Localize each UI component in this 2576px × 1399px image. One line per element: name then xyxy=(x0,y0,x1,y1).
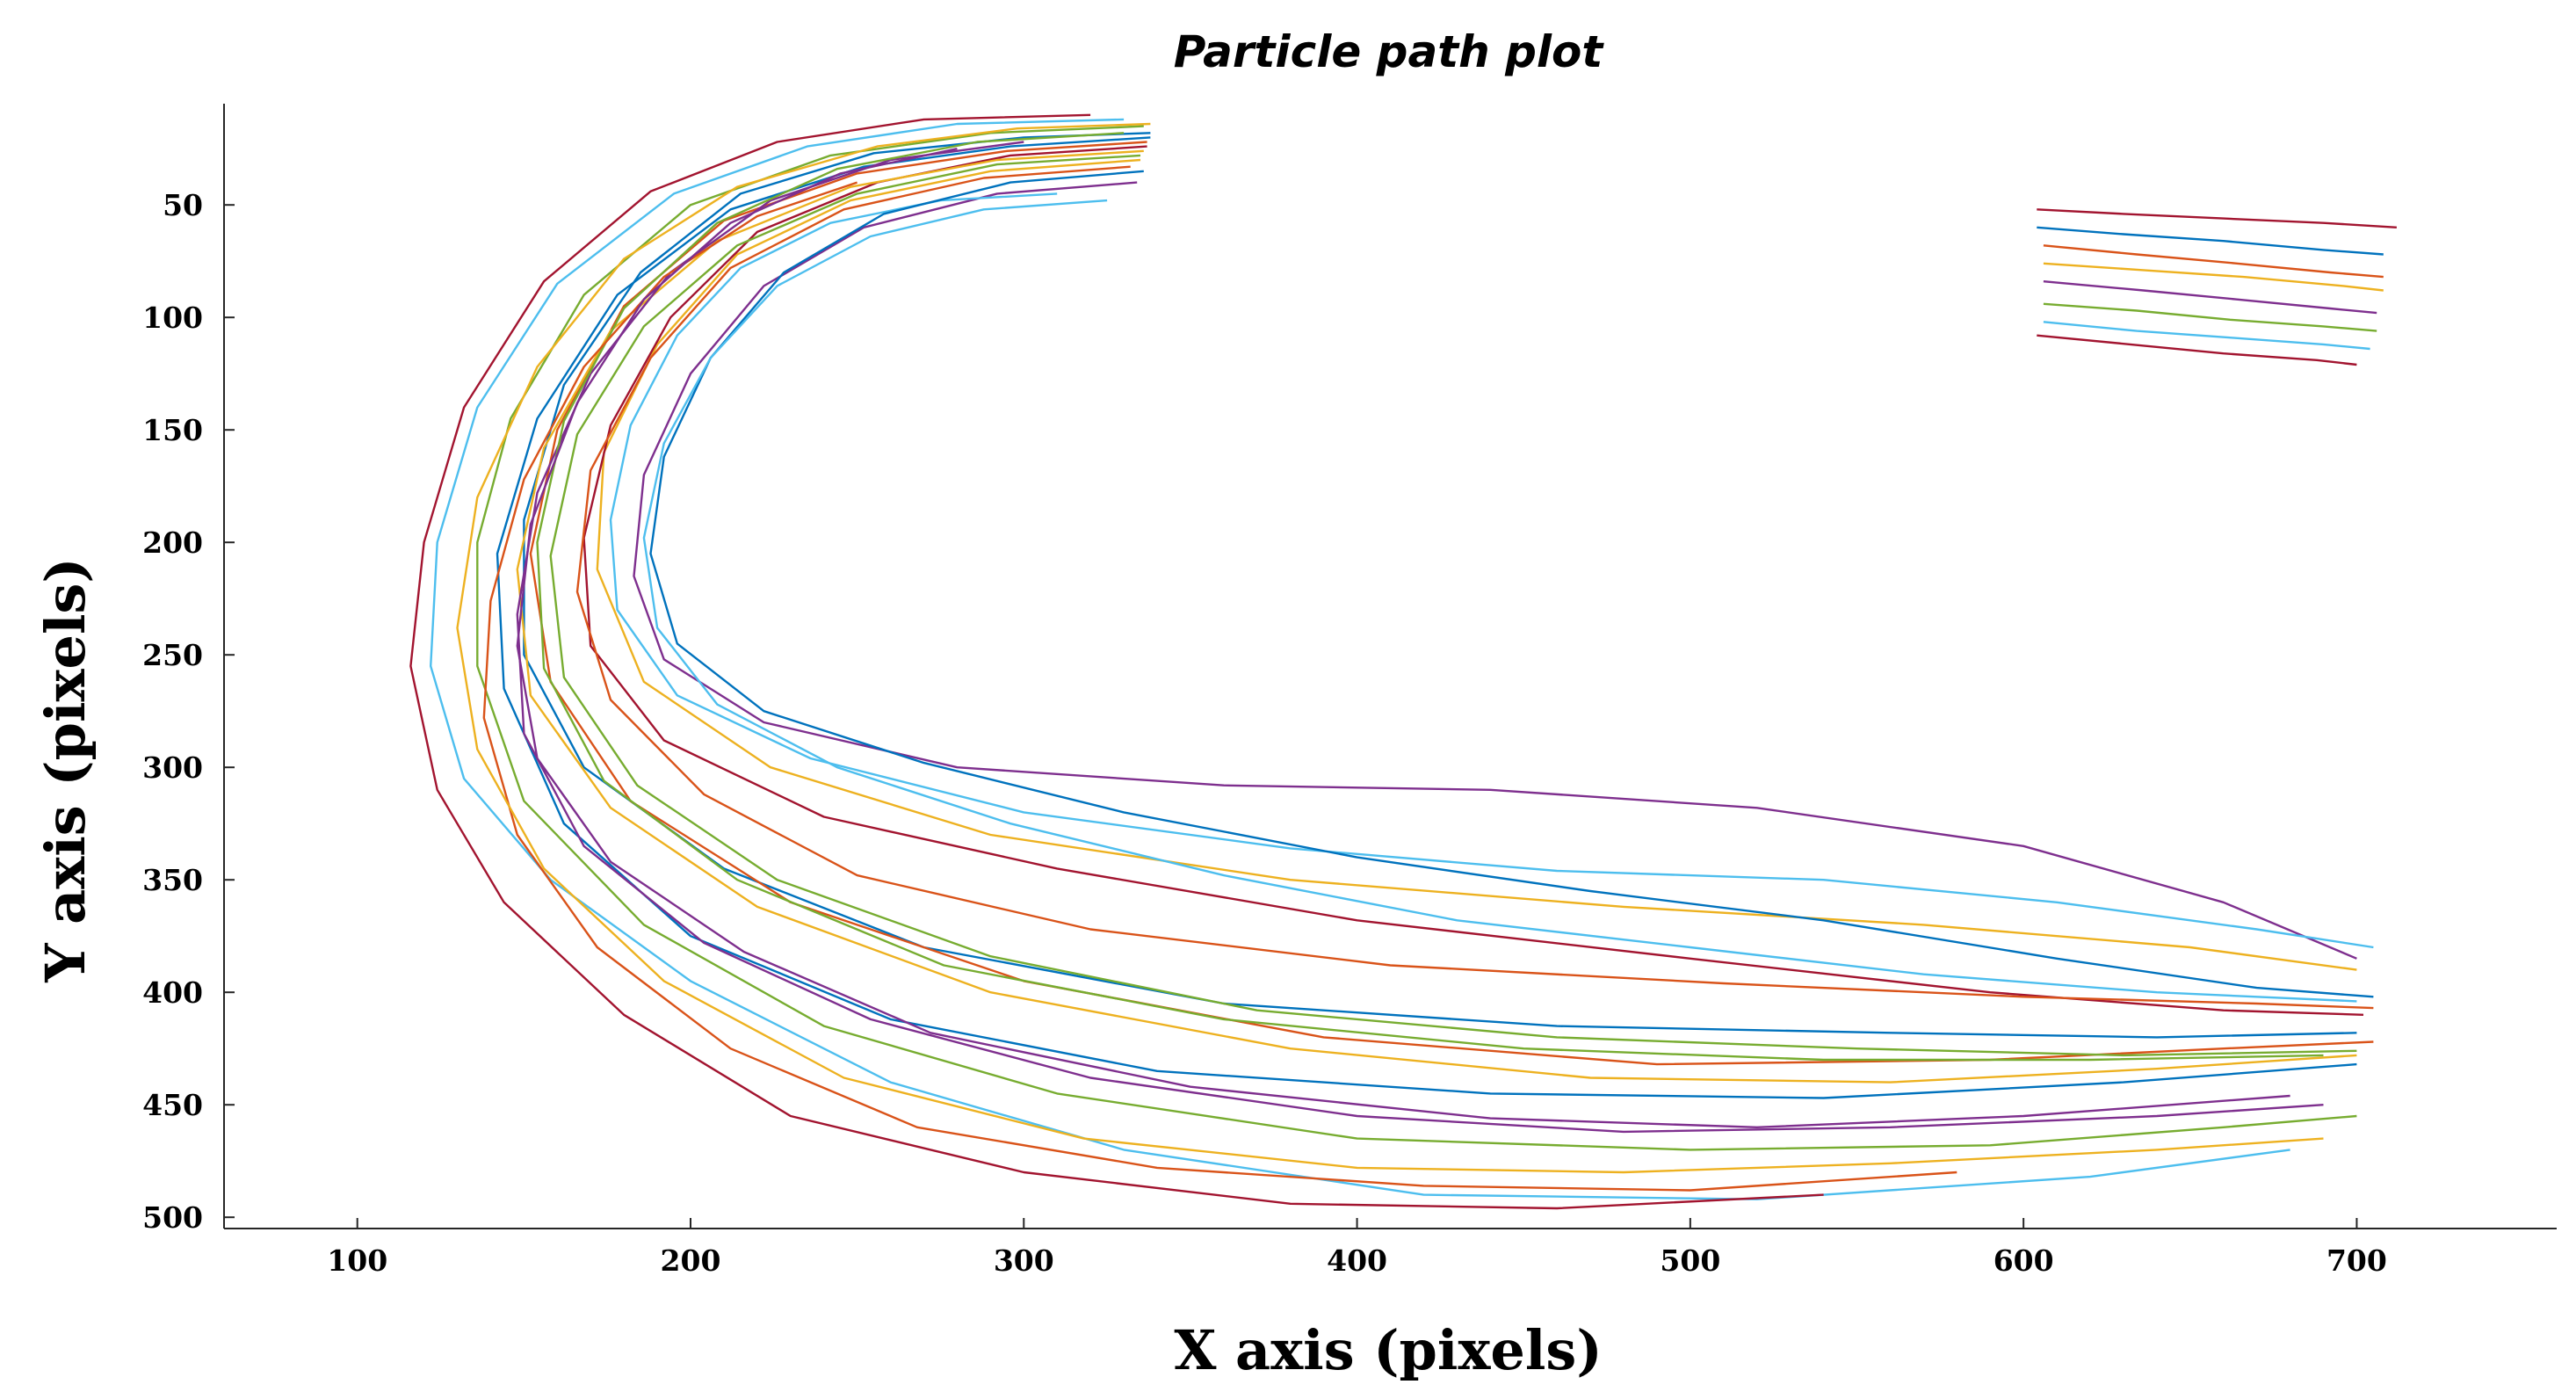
particle-paths xyxy=(409,113,2397,1210)
y-tick-label: 350 xyxy=(142,863,203,897)
particle-path xyxy=(536,132,2324,1062)
y-tick-label: 100 xyxy=(142,301,203,335)
y-tick-label: 250 xyxy=(142,638,203,672)
x-axis-title: X axis (pixels) xyxy=(1174,1318,1602,1382)
chart-title: Particle path plot xyxy=(1174,26,1605,77)
y-axis-title: Y axis (pixels) xyxy=(33,557,98,982)
x-tick-label: 100 xyxy=(327,1243,387,1278)
particle-path xyxy=(516,141,2324,1134)
particle-path xyxy=(2037,226,2384,256)
particle-path xyxy=(2043,262,2384,292)
particle-path xyxy=(582,145,2364,1016)
y-axis-ticks: 50 100 150 200 250 300 350 400 450 500 xyxy=(142,188,235,1235)
particle-path xyxy=(2043,280,2377,315)
particle-path xyxy=(516,149,2357,1084)
particle-path xyxy=(476,125,2357,1151)
x-tick-label: 200 xyxy=(661,1243,721,1278)
particle-path xyxy=(649,170,2374,998)
particle-path xyxy=(633,181,2357,960)
particle-path xyxy=(2037,208,2397,228)
particle-path xyxy=(575,165,2374,1010)
particle-path xyxy=(523,132,2357,1039)
particle-path xyxy=(516,148,2290,1129)
x-axis-ticks: 100 200 300 400 500 600 700 xyxy=(327,1218,2387,1278)
particle-path xyxy=(2043,244,2384,279)
x-tick-label: 700 xyxy=(2326,1243,2387,1278)
particle-path xyxy=(2043,321,2370,351)
x-tick-label: 300 xyxy=(994,1243,1054,1278)
y-tick-label: 50 xyxy=(163,188,203,222)
particle-path xyxy=(456,122,2324,1174)
particle-path xyxy=(2043,302,2377,332)
x-tick-label: 600 xyxy=(1994,1243,2054,1278)
y-tick-label: 200 xyxy=(142,526,203,560)
y-tick-label: 300 xyxy=(142,750,203,785)
particle-path xyxy=(409,113,1824,1210)
y-tick-label: 450 xyxy=(142,1088,203,1122)
y-tick-label: 500 xyxy=(142,1200,203,1235)
particle-path xyxy=(430,118,2290,1200)
axes xyxy=(223,104,2557,1229)
x-tick-label: 500 xyxy=(1660,1243,1720,1278)
y-tick-label: 400 xyxy=(142,975,203,1010)
y-tick-label: 150 xyxy=(142,413,203,447)
x-tick-label: 400 xyxy=(1327,1243,1387,1278)
particle-path xyxy=(2037,334,2357,366)
particle-path xyxy=(609,192,2374,949)
particle-path xyxy=(596,158,2357,971)
particle-path xyxy=(642,199,2357,1003)
particle-path xyxy=(549,154,2357,1057)
particle-path xyxy=(482,181,1957,1192)
